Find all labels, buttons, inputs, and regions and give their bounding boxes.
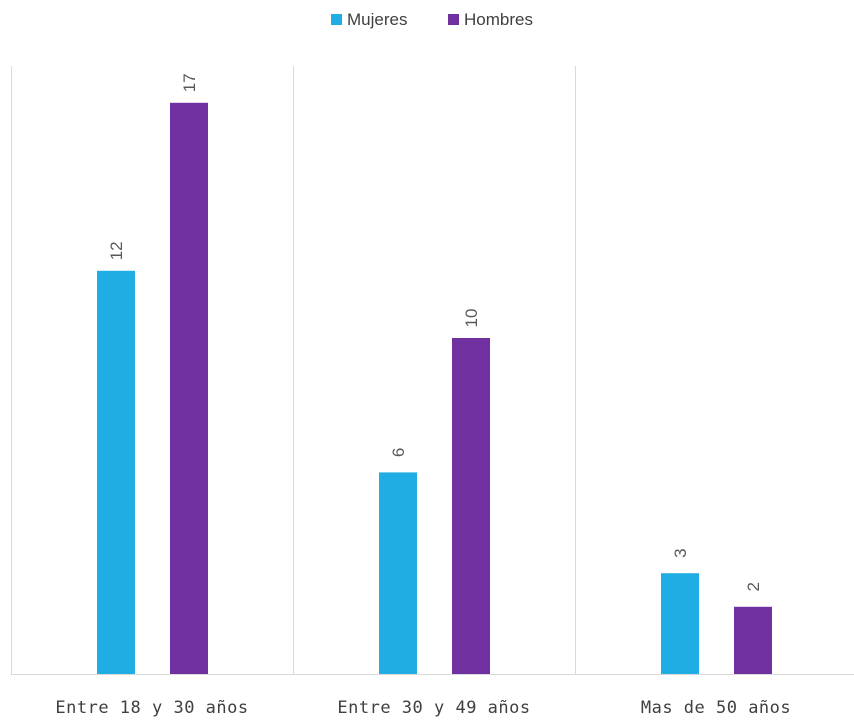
data-label-hombres-3: 2 [744, 582, 763, 591]
category-label-3: Mas de 50 años [641, 698, 791, 718]
category-separators [11, 66, 576, 674]
category-label-1: Entre 18 y 30 años [55, 698, 248, 718]
data-label-mujeres-3: 3 [671, 548, 690, 557]
bars [97, 102, 772, 675]
bar-hombres-1 [170, 102, 208, 675]
legend-label-1: Mujeres [347, 10, 407, 29]
bar-mujeres-2 [379, 472, 417, 674]
legend: Mujeres Hombres [331, 10, 533, 29]
data-label-hombres-2: 10 [462, 309, 481, 328]
data-label-hombres-1: 17 [180, 73, 199, 92]
category-label-2: Entre 30 y 49 años [337, 698, 530, 718]
bar-hombres-2 [452, 338, 490, 674]
bar-mujeres-3 [661, 573, 699, 674]
legend-swatch-1 [331, 14, 342, 25]
bar-mujeres-1 [97, 270, 135, 674]
bar-hombres-3 [734, 606, 772, 674]
legend-swatch-2 [448, 14, 459, 25]
legend-label-2: Hombres [464, 10, 533, 29]
category-labels: Entre 18 y 30 años Entre 30 y 49 años Mas … [55, 698, 791, 718]
data-labels: 12 17 6 10 3 2 [107, 73, 763, 591]
data-label-mujeres-1: 12 [107, 241, 126, 260]
data-label-mujeres-2: 6 [389, 448, 408, 457]
